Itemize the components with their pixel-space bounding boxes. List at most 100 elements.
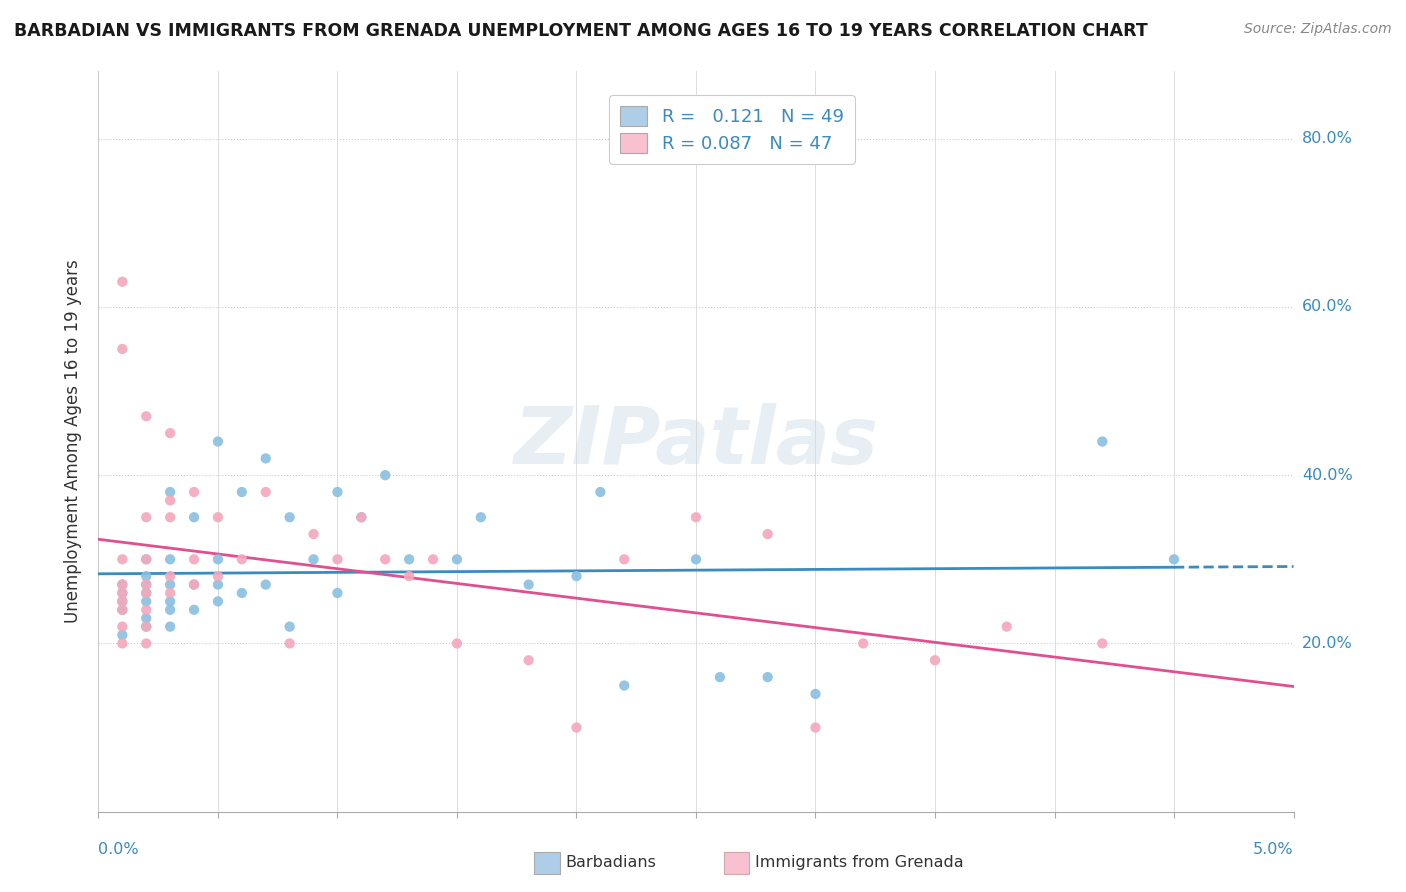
Point (589, 485, 612, 500)
Text: Source: ZipAtlas.com: Source: ZipAtlas.com (1244, 22, 1392, 37)
Point (326, 586, 349, 600)
Point (613, 679, 636, 693)
Point (302, 527, 325, 541)
Point (159, 552, 181, 566)
Text: 5.0%: 5.0% (1253, 842, 1294, 857)
Point (183, 577, 205, 591)
Text: 0.0%: 0.0% (98, 842, 139, 857)
Point (111, 594, 134, 608)
Point (326, 552, 349, 566)
Point (135, 409, 157, 424)
Point (111, 603, 134, 617)
Point (183, 577, 205, 591)
Point (183, 552, 205, 566)
Point (159, 510, 181, 524)
Point (135, 586, 157, 600)
Point (135, 569, 157, 583)
Point (207, 552, 229, 566)
Point (183, 510, 205, 524)
Point (207, 434, 229, 449)
Point (685, 552, 707, 566)
Point (159, 586, 181, 600)
Point (804, 687, 827, 701)
Point (804, 721, 827, 735)
Point (995, 619, 1018, 633)
Point (207, 569, 229, 583)
Point (254, 451, 277, 466)
Point (756, 670, 779, 684)
Point (111, 636, 134, 650)
Legend: R =   0.121   N = 49, R = 0.087   N = 47: R = 0.121 N = 49, R = 0.087 N = 47 (609, 95, 855, 164)
Point (183, 485, 205, 500)
Point (135, 552, 157, 566)
Point (398, 552, 420, 566)
Point (231, 552, 253, 566)
Point (1163, 552, 1185, 566)
Point (111, 577, 134, 591)
Text: 80.0%: 80.0% (1302, 131, 1353, 146)
Point (207, 510, 229, 524)
Point (111, 577, 134, 591)
Point (924, 653, 946, 667)
Point (159, 426, 181, 441)
Text: BARBADIAN VS IMMIGRANTS FROM GRENADA UNEMPLOYMENT AMONG AGES 16 TO 19 YEARS CORR: BARBADIAN VS IMMIGRANTS FROM GRENADA UNE… (14, 22, 1147, 40)
Point (135, 603, 157, 617)
Point (135, 636, 157, 650)
Point (159, 594, 181, 608)
Point (517, 577, 540, 591)
Point (135, 577, 157, 591)
Point (254, 485, 277, 500)
Point (278, 636, 301, 650)
Point (135, 619, 157, 633)
Point (135, 577, 157, 591)
Text: 60.0%: 60.0% (1302, 300, 1353, 314)
Point (613, 552, 636, 566)
Point (470, 510, 492, 524)
Text: Barbadians: Barbadians (565, 855, 657, 870)
Point (207, 577, 229, 591)
Point (159, 603, 181, 617)
Point (111, 628, 134, 642)
Point (159, 619, 181, 633)
Point (302, 552, 325, 566)
Point (565, 721, 588, 735)
Point (446, 636, 468, 650)
Point (565, 569, 588, 583)
Point (374, 468, 396, 483)
Point (159, 485, 181, 500)
Point (111, 586, 134, 600)
Y-axis label: Unemployment Among Ages 16 to 19 years: Unemployment Among Ages 16 to 19 years (65, 260, 83, 624)
Text: 40.0%: 40.0% (1302, 467, 1353, 483)
Text: 20.0%: 20.0% (1302, 636, 1353, 651)
Point (350, 510, 373, 524)
Point (685, 510, 707, 524)
Point (756, 527, 779, 541)
Point (278, 619, 301, 633)
Point (350, 510, 373, 524)
Point (709, 670, 731, 684)
Point (135, 611, 157, 625)
Point (1091, 636, 1114, 650)
Point (231, 586, 253, 600)
Point (517, 653, 540, 667)
Point (1091, 434, 1114, 449)
Point (135, 586, 157, 600)
Point (135, 552, 157, 566)
Point (111, 342, 134, 356)
Point (183, 603, 205, 617)
Point (159, 493, 181, 508)
Point (111, 275, 134, 289)
Point (135, 594, 157, 608)
Point (398, 569, 420, 583)
Point (111, 552, 134, 566)
Point (111, 619, 134, 633)
Point (254, 577, 277, 591)
Point (111, 594, 134, 608)
Point (135, 619, 157, 633)
Point (159, 577, 181, 591)
Point (278, 510, 301, 524)
Point (111, 603, 134, 617)
Point (422, 552, 444, 566)
Point (231, 485, 253, 500)
Point (159, 569, 181, 583)
